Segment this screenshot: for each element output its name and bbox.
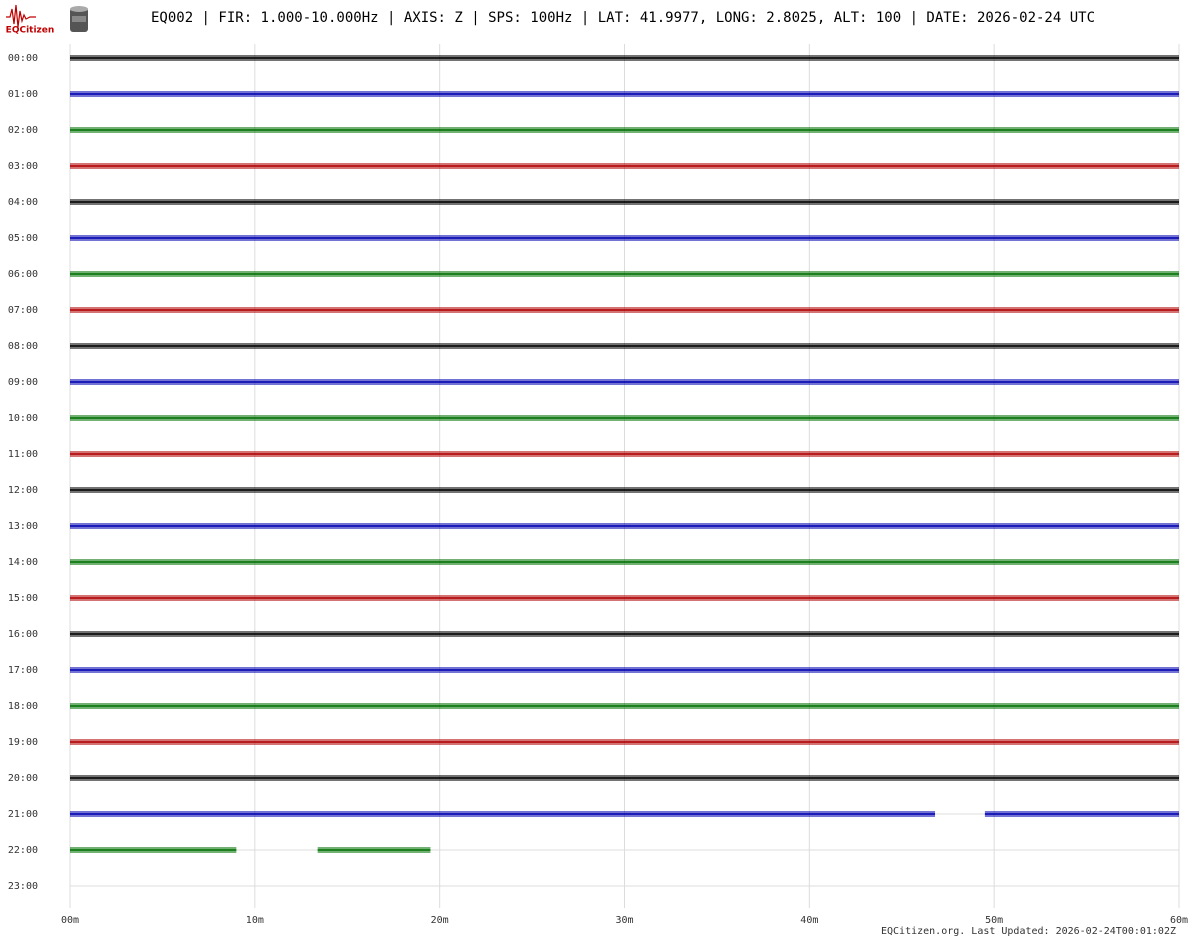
y-tick-label: 18:00	[8, 701, 38, 712]
x-tick-label: 50m	[985, 915, 1003, 926]
y-tick-label: 13:00	[8, 521, 38, 532]
sensor-top	[70, 6, 88, 12]
sensor-band	[72, 16, 86, 22]
y-tick-label: 01:00	[8, 89, 38, 100]
y-tick-label: 05:00	[8, 233, 38, 244]
x-tick-label: 60m	[1170, 915, 1188, 926]
y-tick-label: 19:00	[8, 737, 38, 748]
x-tick-label: 20m	[431, 915, 449, 926]
y-tick-label: 22:00	[8, 845, 38, 856]
y-tick-label: 10:00	[8, 413, 38, 424]
y-tick-label: 23:00	[8, 881, 38, 892]
sensor-icon	[70, 6, 88, 32]
y-tick-label: 03:00	[8, 161, 38, 172]
y-tick-label: 14:00	[8, 557, 38, 568]
y-tick-label: 15:00	[8, 593, 38, 604]
y-tick-label: 09:00	[8, 377, 38, 388]
y-tick-label: 04:00	[8, 197, 38, 208]
logo-wave	[6, 4, 36, 28]
y-tick-label: 16:00	[8, 629, 38, 640]
y-tick-label: 08:00	[8, 341, 38, 352]
y-tick-label: 21:00	[8, 809, 38, 820]
y-tick-label: 20:00	[8, 773, 38, 784]
y-tick-label: 17:00	[8, 665, 38, 676]
y-tick-label: 00:00	[8, 53, 38, 64]
y-tick-label: 02:00	[8, 125, 38, 136]
x-tick-label: 30m	[615, 915, 633, 926]
y-tick-label: 12:00	[8, 485, 38, 496]
y-tick-label: 07:00	[8, 305, 38, 316]
footer: EQCitizen.org. Last Updated: 2026-02-24T…	[881, 926, 1176, 937]
chart-title: EQ002 | FIR: 1.000-10.000Hz | AXIS: Z | …	[151, 10, 1095, 26]
x-tick-label: 10m	[246, 915, 264, 926]
logo: EQCitizen	[6, 4, 55, 36]
y-tick-label: 11:00	[8, 449, 38, 460]
logo-text: EQCitizen	[6, 26, 55, 36]
y-tick-label: 06:00	[8, 269, 38, 280]
x-tick-label: 00m	[61, 915, 79, 926]
x-tick-label: 40m	[800, 915, 818, 926]
